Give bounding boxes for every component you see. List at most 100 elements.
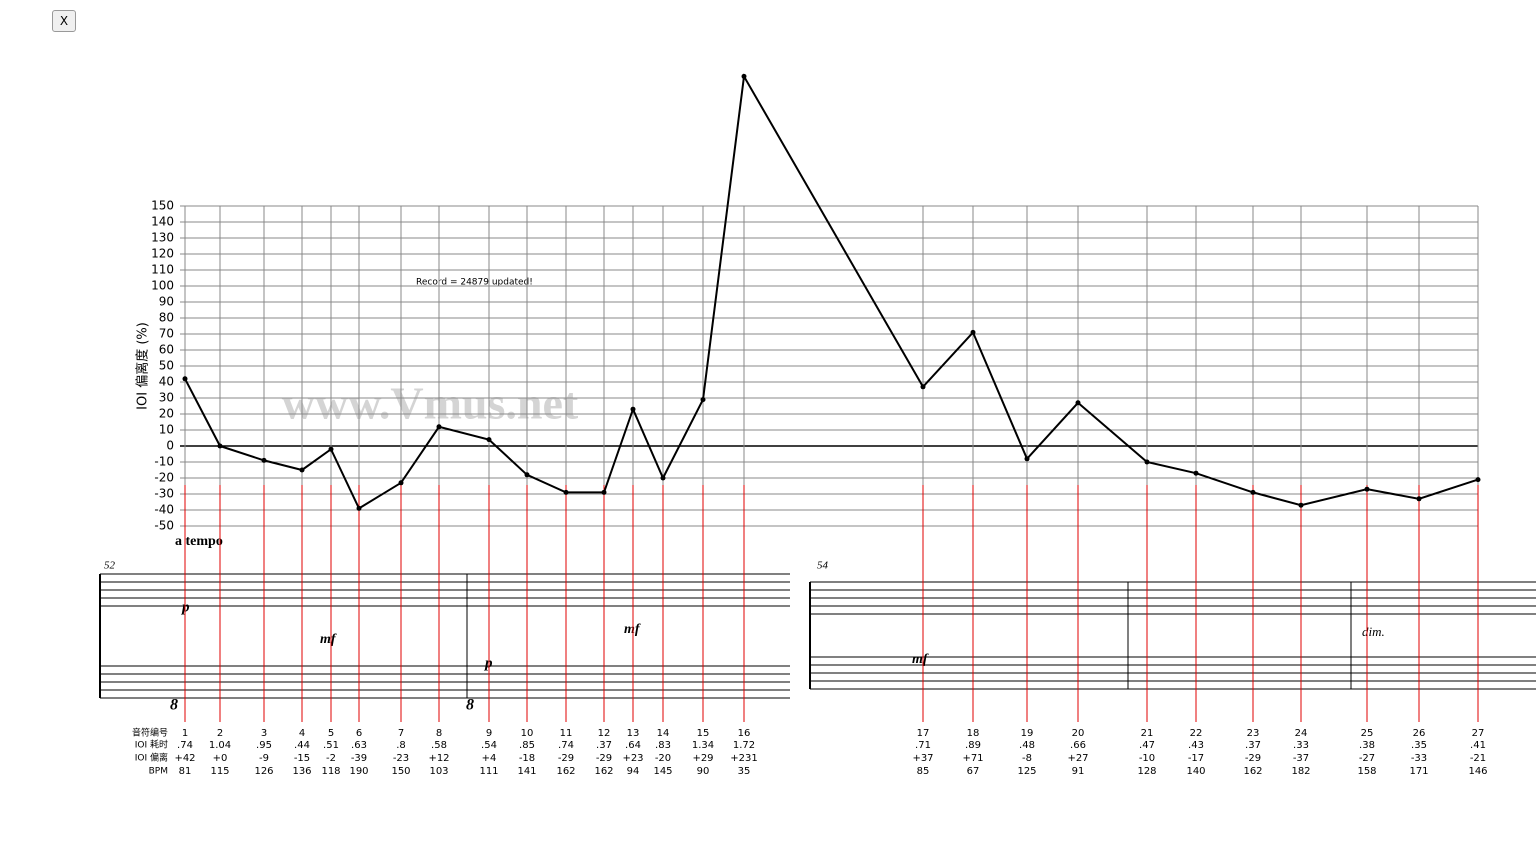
score <box>99 573 1536 699</box>
value-label: +29 <box>692 753 713 764</box>
value-label: -29 <box>1245 753 1261 764</box>
y-tick-label: 70 <box>159 327 174 341</box>
point <box>660 475 666 481</box>
y-tick-label: -40 <box>154 503 174 517</box>
note-number: 19 <box>1021 728 1034 739</box>
value-label: +4 <box>482 753 497 764</box>
row-label: IOI 耗时 <box>135 739 168 751</box>
note-number: 6 <box>356 728 362 739</box>
measure-number: 52 <box>104 560 116 572</box>
bpm: 190 <box>349 766 368 777</box>
note-number: 26 <box>1413 728 1426 739</box>
dynamic: mf <box>912 652 929 667</box>
note-number: 1 <box>182 728 188 739</box>
point <box>436 424 442 430</box>
point <box>328 446 334 452</box>
status-message: Record = 24879 updated! <box>416 278 533 288</box>
point <box>398 480 404 486</box>
y-tick-label: 50 <box>159 359 174 373</box>
ioi-time: 1.34 <box>692 740 714 751</box>
ioi-time: .89 <box>965 740 981 751</box>
value-label: -33 <box>1411 753 1427 764</box>
octave-mark: 8 <box>466 697 474 714</box>
tempo-mark: a tempo <box>175 534 223 549</box>
point <box>524 472 530 478</box>
value-label: -15 <box>294 753 310 764</box>
note-number: 16 <box>738 728 751 739</box>
ioi-time: .71 <box>915 740 931 751</box>
y-tick-label: 130 <box>151 231 174 245</box>
ioi-time: .48 <box>1019 740 1035 751</box>
point <box>356 505 362 511</box>
point <box>217 443 223 449</box>
ioi-time: .74 <box>177 740 193 751</box>
bpm: 118 <box>321 766 340 777</box>
value-label: -29 <box>596 753 612 764</box>
y-tick-label: 150 <box>151 199 174 213</box>
bpm: 162 <box>594 766 613 777</box>
bpm: 126 <box>254 766 273 777</box>
point <box>182 376 188 382</box>
ioi-time: 1.72 <box>733 740 755 751</box>
point <box>630 406 636 412</box>
point <box>700 397 706 403</box>
point <box>563 489 569 495</box>
y-tick-label: 120 <box>151 247 174 261</box>
value-label: -2 <box>326 753 336 764</box>
dynamic: p <box>483 655 493 671</box>
line <box>184 73 1479 510</box>
note-number: 11 <box>560 728 573 739</box>
value-label: -20 <box>655 753 671 764</box>
note-number: 21 <box>1141 728 1154 739</box>
note-number: 25 <box>1361 728 1374 739</box>
point <box>920 384 926 390</box>
point <box>970 329 976 335</box>
point <box>1075 400 1081 406</box>
y-tick-label: 0 <box>166 439 174 453</box>
note-number: 20 <box>1072 728 1085 739</box>
point <box>1416 496 1422 502</box>
ioi-time: .37 <box>596 740 612 751</box>
watermark: www.Vmus.net <box>282 378 579 429</box>
dynamic: mf <box>624 622 641 637</box>
close-button[interactable]: X <box>52 10 76 32</box>
ioi-time: .37 <box>1245 740 1261 751</box>
ioi-time: .95 <box>256 740 272 751</box>
note-number: 7 <box>398 728 404 739</box>
value-label: -8 <box>1022 753 1032 764</box>
value-label: +71 <box>962 753 983 764</box>
bpm: 115 <box>210 766 229 777</box>
ioi-time: .8 <box>396 740 406 751</box>
ioi-time: 1.04 <box>209 740 231 751</box>
note-number: 24 <box>1295 728 1308 739</box>
note-number: 3 <box>261 728 267 739</box>
point <box>1024 456 1030 462</box>
value-label: +12 <box>428 753 449 764</box>
y-tick-label: -20 <box>154 471 174 485</box>
bpm: 91 <box>1072 766 1085 777</box>
note-number: 27 <box>1472 728 1485 739</box>
ioi-time: .38 <box>1359 740 1375 751</box>
bpm: 171 <box>1409 766 1428 777</box>
y-tick-label: 10 <box>159 423 174 437</box>
note-number: 5 <box>328 728 334 739</box>
bpm: 90 <box>697 766 710 777</box>
point <box>1144 459 1150 465</box>
octave-mark: 8 <box>170 697 178 714</box>
bpm: 85 <box>917 766 930 777</box>
value-label: -21 <box>1470 753 1486 764</box>
ioi-time: .58 <box>431 740 447 751</box>
y-tick-label: 110 <box>151 263 174 277</box>
row-label: BPM <box>149 767 168 777</box>
point <box>299 467 305 473</box>
value-label: -23 <box>393 753 409 764</box>
row-label: 音符编号 <box>132 727 168 739</box>
bpm: 94 <box>627 766 640 777</box>
note-number: 12 <box>598 728 611 739</box>
note-number: 23 <box>1247 728 1260 739</box>
y-tick-label: 80 <box>159 311 174 325</box>
bpm: 182 <box>1291 766 1310 777</box>
bpm: 141 <box>517 766 536 777</box>
ioi-time: .33 <box>1293 740 1309 751</box>
